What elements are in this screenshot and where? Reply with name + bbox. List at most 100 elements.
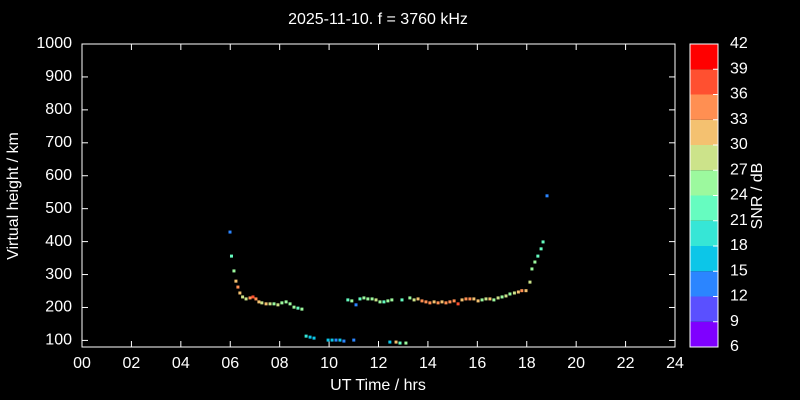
point bbox=[394, 340, 398, 344]
point bbox=[530, 267, 534, 271]
point bbox=[408, 296, 412, 300]
colorbar-bin bbox=[690, 94, 718, 120]
point bbox=[366, 297, 370, 301]
y-tick-label: 1000 bbox=[36, 35, 72, 52]
point bbox=[264, 302, 268, 306]
colorbar-label: SNR / dB bbox=[749, 163, 766, 230]
colorbar-bin bbox=[690, 195, 718, 221]
x-tick-label: 24 bbox=[666, 355, 684, 372]
colorbar-tick-label: 6 bbox=[730, 338, 739, 355]
colorbar-bin bbox=[690, 246, 718, 272]
point bbox=[257, 300, 261, 304]
colorbar-bin bbox=[690, 220, 718, 246]
colorbar-tick-label: 36 bbox=[730, 86, 748, 103]
point bbox=[244, 297, 248, 301]
point bbox=[424, 300, 428, 304]
colorbar-bin bbox=[690, 321, 718, 347]
point bbox=[338, 338, 342, 342]
x-tick-label: 00 bbox=[73, 355, 91, 372]
point bbox=[448, 300, 452, 304]
point bbox=[460, 298, 464, 302]
x-tick-label: 04 bbox=[172, 355, 190, 372]
point bbox=[374, 298, 378, 302]
point bbox=[398, 341, 402, 345]
point bbox=[342, 339, 346, 343]
point bbox=[350, 299, 354, 303]
y-axis-label: Virtual height / km bbox=[5, 132, 22, 260]
point bbox=[386, 299, 390, 303]
x-tick-label: 02 bbox=[123, 355, 141, 372]
colorbar-bin bbox=[690, 170, 718, 196]
colorbar-bin bbox=[690, 119, 718, 145]
point bbox=[234, 279, 238, 283]
point bbox=[268, 302, 272, 306]
point bbox=[346, 298, 350, 302]
point bbox=[251, 295, 255, 299]
colorbar-tick-label: 21 bbox=[730, 212, 748, 229]
colorbar-tick-label: 39 bbox=[730, 60, 748, 77]
colorbar-tick-label: 9 bbox=[730, 313, 739, 330]
point bbox=[444, 301, 448, 305]
point bbox=[533, 260, 537, 264]
point bbox=[232, 269, 236, 273]
point bbox=[404, 341, 408, 345]
point bbox=[238, 291, 242, 295]
y-tick-label: 900 bbox=[45, 68, 72, 85]
point bbox=[436, 301, 440, 305]
point bbox=[456, 302, 460, 306]
colorbar-bin bbox=[690, 296, 718, 322]
x-tick-label: 16 bbox=[468, 355, 486, 372]
x-tick-label: 12 bbox=[370, 355, 388, 372]
y-tick-label: 500 bbox=[45, 200, 72, 217]
point bbox=[308, 335, 312, 339]
point bbox=[248, 296, 252, 300]
point bbox=[330, 338, 334, 342]
point bbox=[500, 295, 504, 299]
point bbox=[516, 290, 520, 294]
point bbox=[352, 338, 356, 342]
point bbox=[412, 298, 416, 302]
x-tick-label: 22 bbox=[617, 355, 635, 372]
x-tick-label: 14 bbox=[419, 355, 437, 372]
y-tick-label: 300 bbox=[45, 266, 72, 283]
x-tick-label: 06 bbox=[221, 355, 239, 372]
point bbox=[512, 291, 516, 295]
y-tick-label: 800 bbox=[45, 101, 72, 118]
point bbox=[432, 300, 436, 304]
point bbox=[296, 306, 300, 310]
y-tick-label: 400 bbox=[45, 233, 72, 250]
point bbox=[382, 300, 386, 304]
point bbox=[370, 297, 374, 301]
point bbox=[272, 302, 276, 306]
point bbox=[484, 297, 488, 301]
point bbox=[440, 300, 444, 304]
colorbar-tick-label: 18 bbox=[730, 237, 748, 254]
point bbox=[300, 307, 304, 311]
point bbox=[428, 301, 432, 305]
point bbox=[420, 299, 424, 303]
point bbox=[260, 301, 264, 305]
x-axis-label: UT Time / hrs bbox=[330, 377, 426, 394]
point bbox=[378, 300, 382, 304]
point bbox=[354, 303, 358, 307]
point bbox=[492, 298, 496, 302]
x-tick-label: 20 bbox=[567, 355, 585, 372]
point bbox=[229, 254, 233, 258]
point bbox=[312, 336, 316, 340]
point bbox=[541, 240, 545, 244]
point bbox=[545, 194, 549, 198]
point bbox=[468, 297, 472, 301]
point bbox=[236, 285, 240, 289]
colorbar-tick-label: 30 bbox=[730, 136, 748, 153]
point bbox=[254, 297, 258, 301]
point bbox=[528, 280, 532, 284]
point bbox=[400, 298, 404, 302]
point bbox=[472, 297, 476, 301]
point bbox=[388, 340, 392, 344]
point bbox=[284, 300, 288, 304]
colorbar-tick-label: 27 bbox=[730, 161, 748, 178]
y-tick-label: 200 bbox=[45, 299, 72, 316]
colorbar-tick-label: 33 bbox=[730, 111, 748, 128]
